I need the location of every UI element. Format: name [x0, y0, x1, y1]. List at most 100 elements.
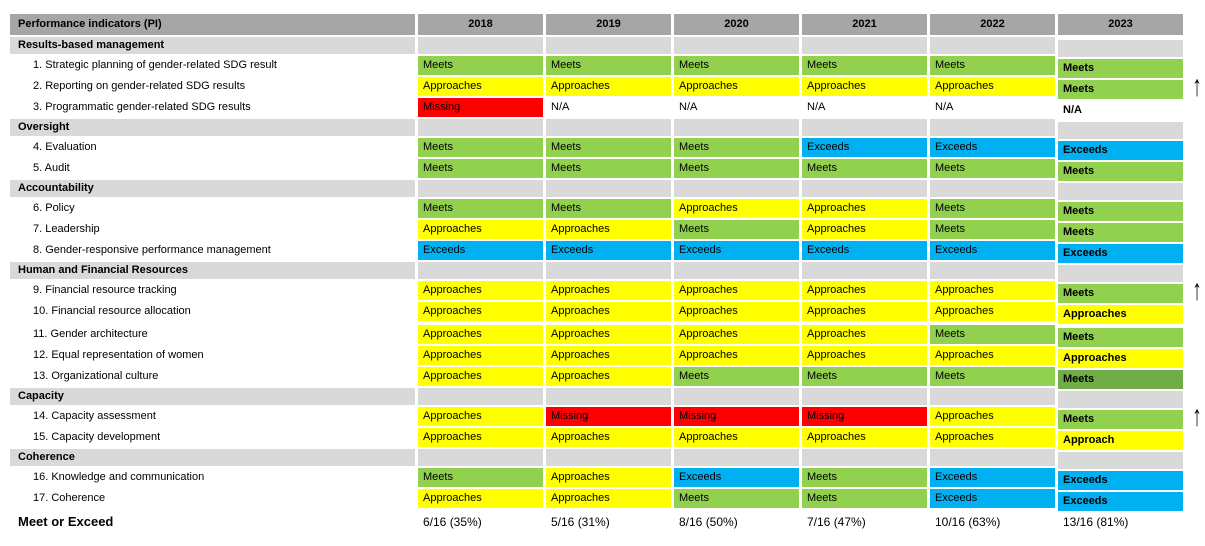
- status-cell: Meets: [802, 56, 927, 75]
- up-arrow-icon: ↑: [1192, 400, 1202, 434]
- table-row: 13. Organizational culture Approaches Appr…: [10, 367, 1205, 389]
- status-cell: Meets: [674, 220, 799, 239]
- status-cell: Approaches: [930, 302, 1055, 321]
- status-cell: Approaches: [418, 489, 543, 508]
- status-cell: Meets: [418, 468, 543, 487]
- status-cell: Approaches: [802, 77, 927, 96]
- status-cell: Meets: [802, 468, 927, 487]
- section-band-cell: [546, 388, 671, 405]
- status-cell: N/A: [935, 101, 954, 113]
- row-label: 2. Reporting on gender-related SDG resul…: [33, 80, 246, 92]
- section-band-cell: [802, 180, 927, 197]
- status-cell: Approaches: [802, 428, 927, 447]
- status-cell: N/A: [551, 101, 570, 113]
- row-label: 11. Gender architecture: [33, 328, 148, 340]
- row-label: 17. Coherence: [33, 492, 106, 504]
- section-title: Human and Financial Resources: [10, 262, 415, 279]
- section-band-cell: [1058, 183, 1183, 200]
- status-cell: Missing: [674, 407, 799, 426]
- header-row: Performance indicators (PI) 2018 2019 2020 2…: [10, 14, 1205, 35]
- status-cell: Exceeds: [930, 138, 1055, 157]
- arrow-slot: ↑: [1186, 402, 1205, 431]
- status-cell: Meets: [1058, 328, 1183, 347]
- table-row: 2. Reporting on gender-related SDG resul…: [10, 72, 1205, 101]
- status-cell: Meets: [546, 56, 671, 75]
- status-cell: Approaches: [546, 281, 671, 300]
- status-cell: Approaches: [418, 325, 543, 344]
- section-band-cell: [674, 119, 799, 136]
- row-label: 7. Leadership: [33, 223, 100, 235]
- row-label: 15. Capacity development: [33, 431, 161, 443]
- status-cell: Exceeds: [674, 241, 799, 260]
- row-label: 3. Programmatic gender-related SDG resul…: [33, 101, 251, 113]
- status-cell: Exceeds: [418, 241, 543, 260]
- table-row: 1. Strategic planning of gender-related …: [10, 56, 1205, 78]
- status-cell: Meets: [674, 489, 799, 508]
- status-cell: Approaches: [930, 346, 1055, 365]
- status-cell: Exceeds: [1058, 244, 1183, 263]
- section-band-cell: [418, 262, 543, 279]
- status-cell: Approaches: [674, 281, 799, 300]
- table-row: 9. Financial resource tracking Approaches…: [10, 276, 1205, 305]
- row-label: 12. Equal representation of women: [33, 349, 204, 361]
- section-title: Results-based management: [10, 37, 415, 54]
- status-cell: Approaches: [674, 428, 799, 447]
- section-row: Coherence: [10, 449, 1205, 469]
- summary-row: Meet or Exceed 6/16 (35%) 5/16 (31%) 8/16 (…: [10, 510, 1205, 534]
- year-header-2020: 2020: [674, 14, 799, 35]
- status-cell: N/A: [1063, 104, 1082, 116]
- status-cell: Approaches: [930, 281, 1055, 300]
- status-cell: Meets: [1058, 59, 1183, 78]
- section-band-cell: [930, 388, 1055, 405]
- status-cell: Meets: [546, 138, 671, 157]
- status-cell: Meets: [418, 199, 543, 218]
- table-row: 10. Financial resource allocation Approac…: [10, 302, 1205, 324]
- section-row: Accountability: [10, 180, 1205, 200]
- section-band-cell: [674, 388, 799, 405]
- status-cell: Approaches: [674, 346, 799, 365]
- status-cell: Missing: [546, 407, 671, 426]
- status-cell: N/A: [807, 101, 826, 113]
- summary-label: Meet or Exceed: [18, 514, 114, 529]
- summary-value: 6/16 (35%): [423, 515, 482, 529]
- table-row: 6. Policy Meets Meets Approaches Approaches M…: [10, 199, 1205, 221]
- status-cell: Meets: [802, 367, 927, 386]
- status-cell: Meets: [802, 489, 927, 508]
- status-cell: Meets: [930, 367, 1055, 386]
- summary-value: 5/16 (31%): [551, 515, 610, 529]
- table-row: 15. Capacity development Approaches Approa…: [10, 428, 1205, 450]
- row-label: 14. Capacity assessment: [33, 410, 156, 422]
- year-header-2019: 2019: [546, 14, 671, 35]
- status-cell: Approaches: [546, 325, 671, 344]
- status-cell: Meets: [674, 159, 799, 178]
- status-cell: Approaches: [546, 77, 671, 96]
- row-label: 8. Gender-responsive performance managem…: [33, 244, 271, 256]
- status-cell: Approaches: [418, 220, 543, 239]
- section-title: Oversight: [10, 119, 415, 136]
- status-cell: Approach: [1058, 431, 1183, 450]
- row-label: 6. Policy: [33, 202, 75, 214]
- status-cell: Approaches: [546, 220, 671, 239]
- table-row: 14. Capacity assessment Approaches Missing…: [10, 402, 1205, 431]
- status-cell: N/A: [679, 101, 698, 113]
- section-band-cell: [674, 449, 799, 466]
- status-cell: Approaches: [802, 220, 927, 239]
- status-cell: Meets: [1058, 202, 1183, 221]
- section-band-cell: [802, 388, 927, 405]
- up-arrow-icon: ↑: [1192, 70, 1202, 104]
- table-row: 16. Knowledge and communication Meets Appr…: [10, 468, 1205, 490]
- status-cell: Approaches: [418, 367, 543, 386]
- status-cell: Approaches: [802, 199, 927, 218]
- status-cell: Approaches: [802, 325, 927, 344]
- section-row: Oversight: [10, 119, 1205, 139]
- year-header-2022: 2022: [930, 14, 1055, 35]
- section-title: Accountability: [10, 180, 415, 197]
- status-cell: Exceeds: [1058, 492, 1183, 511]
- year-header-2018: 2018: [418, 14, 543, 35]
- section-band-cell: [802, 262, 927, 279]
- section-band-cell: [546, 262, 671, 279]
- section-band-cell: [418, 449, 543, 466]
- section-title: Coherence: [10, 449, 415, 466]
- section-band-cell: [1058, 40, 1183, 57]
- table-row: 4. Evaluation Meets Meets Meets Exceeds Excee…: [10, 138, 1205, 160]
